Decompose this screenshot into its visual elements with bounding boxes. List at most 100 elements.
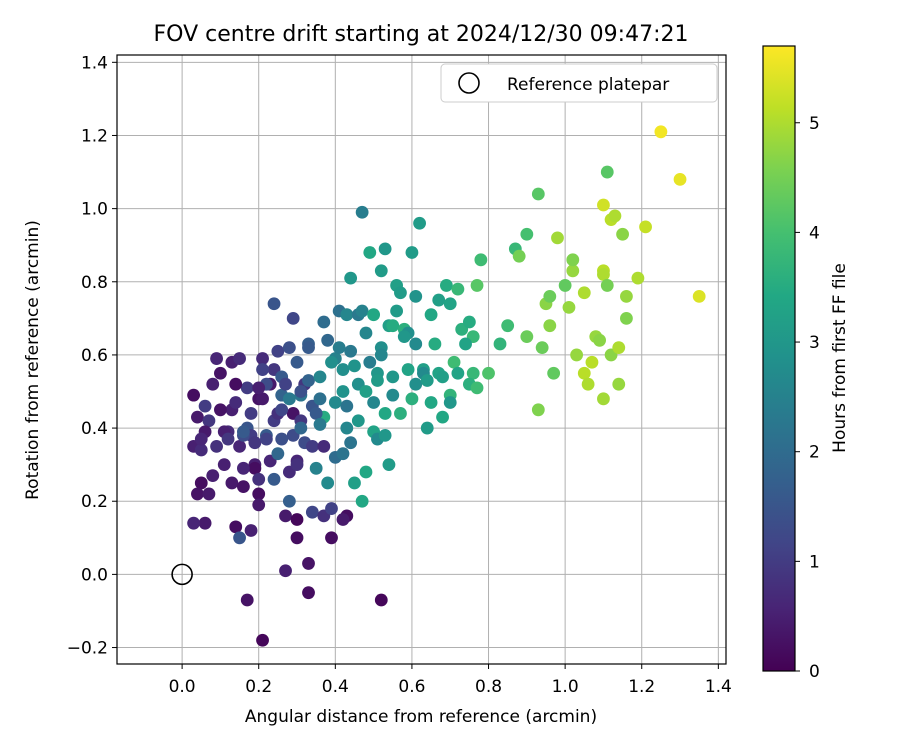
data-point	[282, 392, 296, 406]
data-point	[378, 428, 392, 442]
data-point	[294, 421, 308, 435]
data-point	[348, 476, 361, 490]
data-point	[302, 341, 315, 355]
data-point	[692, 290, 706, 303]
data-point	[290, 458, 304, 472]
y-tick-label: 1.4	[81, 53, 108, 73]
data-point	[256, 352, 269, 365]
data-point	[462, 315, 476, 329]
colorbar-tick-label: 2	[809, 443, 820, 463]
data-point	[325, 531, 338, 545]
data-point	[394, 407, 407, 420]
data-point	[267, 472, 281, 486]
data-point	[233, 531, 246, 545]
data-point	[236, 461, 250, 475]
data-point	[194, 443, 208, 457]
data-point	[597, 268, 610, 281]
legend-box	[440, 63, 718, 103]
x-tick-label: 0.4	[322, 677, 349, 697]
data-point	[593, 333, 607, 347]
data-point	[420, 421, 434, 435]
data-point	[210, 439, 223, 453]
grid-lines	[117, 55, 726, 664]
data-point	[436, 370, 449, 384]
data-point	[378, 407, 392, 420]
data-point	[282, 341, 296, 355]
data-point	[394, 286, 407, 300]
data-point	[566, 253, 580, 267]
data-point	[359, 465, 373, 479]
data-point	[340, 399, 354, 413]
data-point	[608, 209, 622, 223]
data-point	[535, 341, 549, 355]
data-point	[531, 403, 545, 417]
legend-label: Reference platepar	[507, 75, 669, 95]
data-point	[309, 461, 323, 475]
data-point	[363, 355, 377, 369]
legend: Reference platepar	[440, 63, 718, 103]
data-point	[359, 326, 373, 340]
y-tick-label: 0.8	[81, 273, 108, 293]
data-point	[194, 476, 208, 490]
data-point	[317, 315, 331, 329]
data-point	[275, 403, 289, 417]
data-point	[363, 246, 377, 259]
data-points	[187, 125, 706, 647]
x-axis-ticks: 0.0 0.2 0.4 0.6 0.8 1.0 1.2 1.4	[169, 664, 732, 697]
data-point	[302, 374, 315, 387]
colorbar-tick-label: 3	[809, 333, 820, 353]
data-point	[443, 396, 457, 409]
data-point	[321, 333, 335, 347]
data-point	[432, 293, 446, 307]
data-point	[256, 392, 269, 406]
x-tick-label: 1.2	[628, 677, 655, 697]
data-point	[336, 513, 350, 526]
data-point	[302, 557, 315, 570]
data-point	[520, 227, 534, 241]
data-point	[290, 355, 304, 369]
data-point	[340, 308, 354, 322]
data-point	[355, 304, 369, 318]
data-point	[279, 564, 292, 578]
data-point	[470, 279, 484, 292]
data-point	[332, 341, 346, 355]
data-point	[325, 502, 338, 515]
data-point	[386, 388, 400, 402]
y-tick-label: 1.2	[81, 126, 108, 146]
data-point	[428, 337, 442, 351]
data-point	[210, 352, 223, 365]
data-point	[409, 290, 423, 303]
data-point	[351, 414, 365, 428]
data-point	[244, 407, 258, 420]
x-tick-label: 1.4	[705, 677, 732, 697]
data-point	[206, 469, 220, 483]
data-point	[413, 216, 426, 230]
data-point	[344, 436, 358, 450]
data-point	[543, 319, 557, 333]
data-point	[378, 242, 392, 256]
x-tick-label: 0.8	[475, 677, 502, 697]
data-point	[214, 366, 227, 380]
data-point	[309, 407, 323, 420]
data-point	[597, 392, 610, 406]
data-point	[482, 366, 495, 380]
data-point	[202, 414, 216, 428]
data-point	[340, 421, 354, 435]
data-point	[581, 377, 595, 391]
data-point	[612, 341, 626, 355]
plot-area	[116, 54, 727, 665]
data-point	[214, 403, 227, 417]
data-point	[512, 249, 526, 263]
data-point	[585, 355, 599, 369]
data-point	[194, 432, 208, 446]
data-point	[443, 297, 457, 311]
colorbar-tick-label: 0	[809, 662, 820, 682]
data-point	[612, 377, 626, 391]
data-point	[271, 344, 285, 358]
y-tick-label: 0.4	[81, 419, 108, 439]
legend-marker-icon	[458, 72, 480, 94]
data-point	[198, 399, 212, 413]
x-tick-label: 1.0	[552, 677, 579, 697]
data-point	[233, 352, 246, 365]
data-point	[436, 410, 449, 424]
